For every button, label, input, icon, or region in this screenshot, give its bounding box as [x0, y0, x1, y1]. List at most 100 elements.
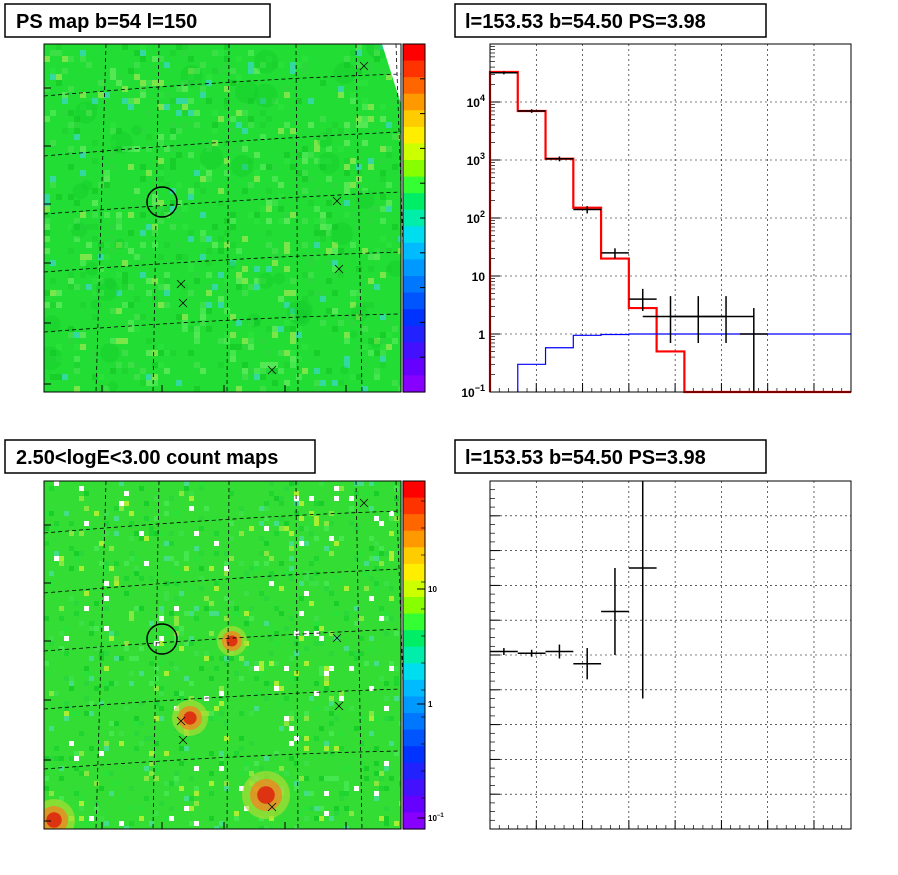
map-pixel — [350, 320, 356, 326]
map-pixel — [314, 521, 319, 526]
map-pixel — [308, 122, 314, 128]
y-tick-label-base: 10 — [467, 212, 481, 226]
map-pixel — [56, 50, 62, 56]
map-pixel — [140, 56, 146, 62]
map-pixel — [389, 716, 394, 721]
map-pixel — [152, 374, 158, 380]
map-pixel — [224, 284, 230, 290]
map-pixel — [374, 566, 379, 571]
colorbar-frame — [402, 480, 426, 830]
map-pixel — [254, 284, 260, 290]
map-pixel — [302, 188, 308, 194]
map-pixel — [269, 576, 274, 581]
map-pixel — [229, 601, 234, 606]
map-pixel — [49, 791, 54, 796]
map-pixel — [359, 616, 364, 621]
graticule-longitude — [152, 480, 160, 830]
map-pixel — [68, 194, 74, 200]
y-tick-label-base: 10 — [472, 270, 486, 284]
map-pixel — [354, 726, 359, 731]
map-pixel — [159, 641, 164, 646]
map-pixel — [380, 350, 386, 356]
map-pixel — [50, 176, 56, 182]
map-pixel — [174, 621, 179, 626]
map-pixel — [104, 666, 109, 671]
map-pixel — [248, 344, 254, 350]
map-pixel — [184, 641, 189, 646]
map-pixel — [319, 626, 324, 631]
map-pixel — [294, 481, 299, 486]
map-pixel — [154, 516, 159, 521]
map-pixel — [44, 206, 50, 212]
hot-spot-core — [46, 812, 62, 828]
map-pixel — [182, 314, 188, 320]
map-patch — [71, 222, 87, 238]
map-pixel — [158, 176, 164, 182]
map-pixel — [254, 661, 259, 666]
map-pixel — [164, 791, 169, 796]
map-pixel — [374, 50, 380, 56]
map-pixel — [219, 761, 224, 766]
map-pixel — [272, 62, 278, 68]
map-pixel — [389, 741, 394, 746]
map-pixel — [319, 636, 324, 641]
map-pixel — [69, 681, 74, 686]
target-circle — [146, 623, 178, 655]
map-pixel — [324, 526, 329, 531]
map-pixel — [122, 242, 128, 248]
map-pixel — [314, 140, 320, 146]
map-pixel — [56, 374, 62, 380]
map-pixel — [68, 332, 74, 338]
map-pixel — [49, 581, 54, 586]
map-pixel — [209, 631, 214, 636]
map-pixel — [194, 766, 199, 771]
map-pixel — [122, 368, 128, 374]
map-pixel — [324, 581, 329, 586]
map-pixel — [374, 771, 379, 776]
map-pixel — [219, 686, 224, 691]
graticule-latitude — [43, 688, 402, 710]
map-pixel — [84, 771, 89, 776]
map-pixel — [314, 158, 320, 164]
map-pixel — [44, 230, 50, 236]
map-pixel — [79, 496, 84, 501]
map-pixel — [62, 374, 68, 380]
map-pixel — [290, 62, 296, 68]
map-pixel — [384, 681, 389, 686]
map-pixel — [369, 636, 374, 641]
map-pixel — [314, 556, 319, 561]
background-step-line — [517, 333, 851, 392]
map-pixel — [314, 621, 319, 626]
map-pixel — [344, 182, 350, 188]
map-pixel — [392, 224, 398, 230]
map-pixel — [314, 254, 320, 260]
map-pixel — [362, 386, 368, 392]
y-tick-label-base: 10 — [467, 154, 481, 168]
map-pixel — [114, 681, 119, 686]
map-pixel — [80, 104, 86, 110]
map-pixel — [272, 164, 278, 170]
map-pixel — [69, 741, 74, 746]
map-pixel — [239, 511, 244, 516]
map-pixel — [182, 224, 188, 230]
colorbar-swatch — [403, 226, 425, 244]
graticule-longitude — [295, 480, 299, 830]
map-pixel — [304, 806, 309, 811]
colorbar-swatch — [403, 481, 425, 499]
colorbar-swatch — [403, 530, 425, 548]
map-pixel — [184, 481, 189, 486]
map-pixel — [128, 68, 134, 74]
map-pixel — [74, 751, 79, 756]
map-pixel — [294, 631, 299, 636]
map-pixel — [154, 741, 159, 746]
map-pixel — [299, 501, 304, 506]
map-pixel — [159, 686, 164, 691]
map-pixel — [236, 272, 242, 278]
map-pixel — [44, 756, 49, 761]
map-pixel — [362, 344, 368, 350]
map-pixel — [44, 194, 50, 200]
map-pixel — [62, 92, 68, 98]
map-pixel — [338, 320, 344, 326]
map-pixel — [68, 86, 74, 92]
